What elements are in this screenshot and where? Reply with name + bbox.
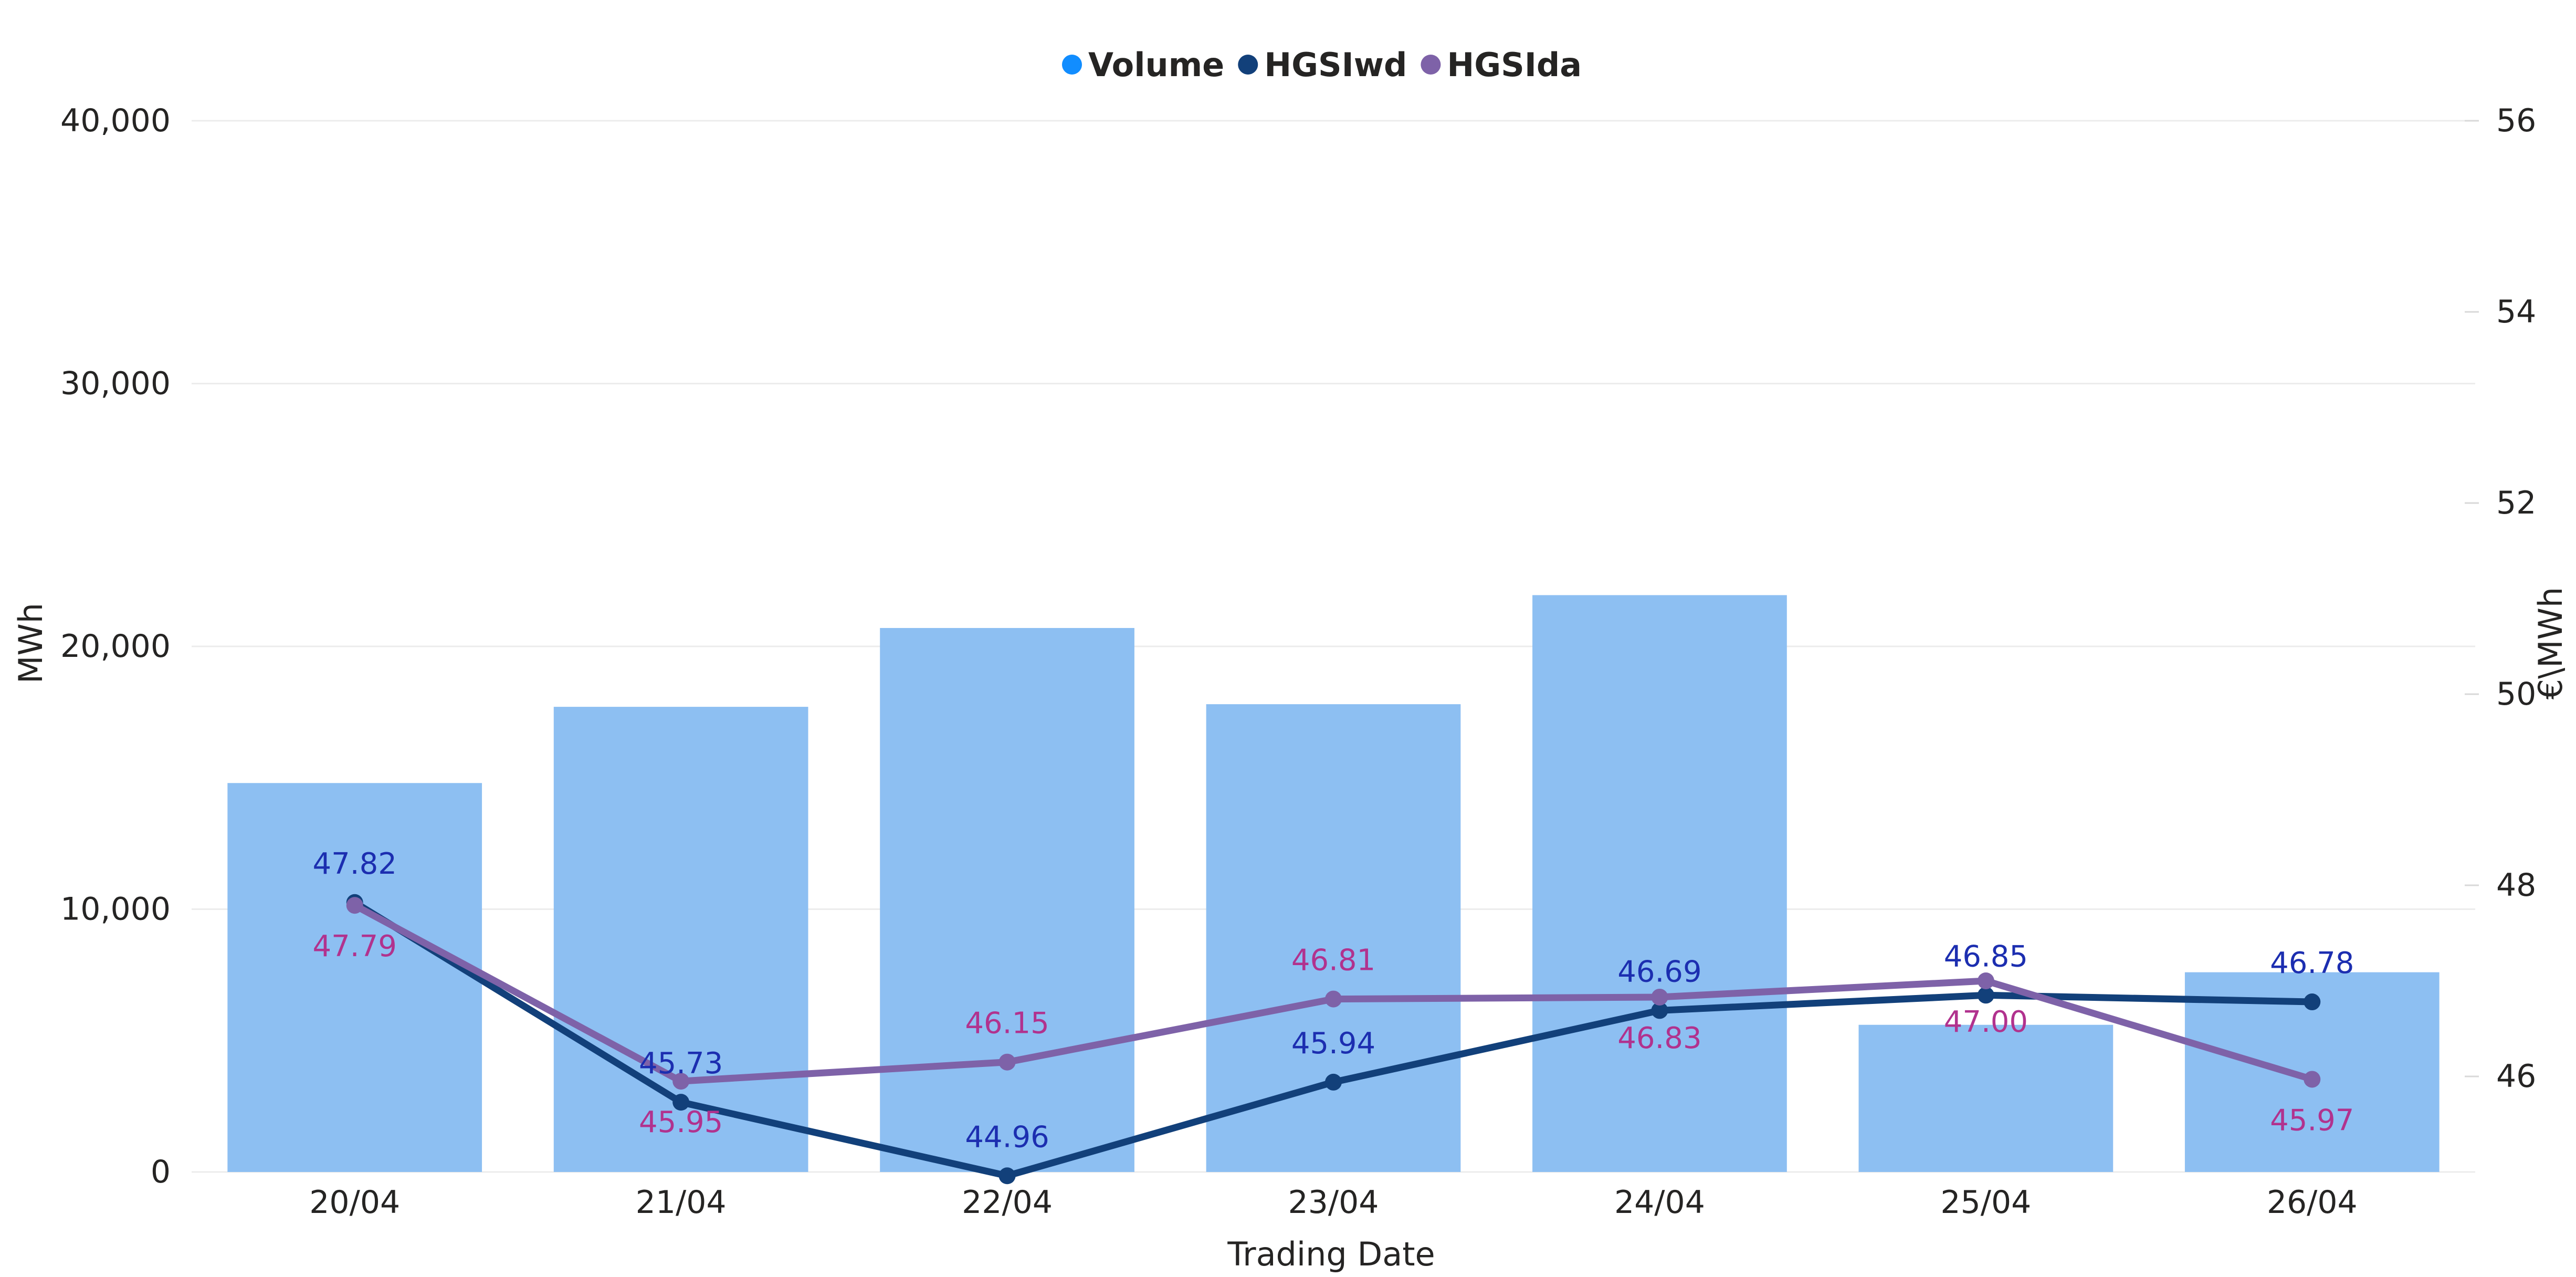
- hgsida-data-label: 46.83: [1617, 1021, 1701, 1055]
- hgsiwd-point: [1651, 1002, 1668, 1019]
- right-y-axis: 46 48 50 52 54 56: [2465, 102, 2536, 1095]
- hgsida-point: [1325, 990, 1342, 1008]
- left-tick-label: 40,000: [60, 102, 171, 139]
- x-tick-label: 20/04: [309, 1184, 400, 1221]
- left-tick-label: 10,000: [60, 891, 171, 928]
- x-tick-label: 25/04: [1940, 1184, 2031, 1221]
- hgsida-point: [1977, 972, 1994, 989]
- hgsiwd-data-label: 45.73: [639, 1046, 723, 1081]
- volume-bar: [1532, 595, 1787, 1172]
- hgsiwd-point: [1325, 1073, 1342, 1091]
- x-tick-label: 21/04: [636, 1184, 727, 1221]
- right-tick-label: 46: [2496, 1058, 2536, 1095]
- legend-marker-hgsida: [1421, 55, 1441, 75]
- left-tick-label: 30,000: [60, 365, 171, 402]
- volume-bar: [880, 627, 1134, 1172]
- left-y-axis-title: MWh: [12, 603, 50, 684]
- volume-bar: [1206, 704, 1461, 1172]
- x-tick-label: 26/04: [2267, 1184, 2358, 1221]
- right-y-axis-title: €\MWh: [2531, 587, 2570, 699]
- hgsiwd-point: [2304, 993, 2321, 1011]
- legend: Volume HGSIwd HGSIda: [1062, 46, 1582, 84]
- hgsida-data-label: 47.79: [313, 929, 397, 964]
- hgsida-point: [346, 897, 363, 914]
- hgsida-data-label: 45.95: [639, 1105, 723, 1139]
- hgsiwd-data-label: 44.96: [965, 1120, 1049, 1154]
- left-tick-label: 0: [151, 1154, 171, 1190]
- hgsiwd-data-label: 45.94: [1291, 1027, 1375, 1061]
- hgsida-point: [672, 1073, 690, 1090]
- right-tick-label: 52: [2496, 485, 2536, 521]
- hgsida-data-label: 47.00: [1944, 1005, 2028, 1039]
- right-tick-label: 50: [2496, 676, 2536, 713]
- legend-label-volume: Volume: [1088, 46, 1224, 84]
- hgsiwd-data-label: 46.78: [2270, 946, 2354, 980]
- hgsida-data-label: 46.81: [1291, 944, 1375, 978]
- left-tick-label: 20,000: [60, 628, 171, 665]
- hgsiwd-data-label: 47.82: [313, 847, 397, 881]
- price-lines: 47.82 45.73 44.96 45.94 46.69 46.85 46.78 47.79…: [313, 847, 2354, 1185]
- hgsida-data-label: 45.97: [2270, 1103, 2354, 1137]
- hgsida-point: [1651, 988, 1668, 1006]
- hgsida-point: [2304, 1071, 2321, 1088]
- right-tick-label: 54: [2496, 294, 2536, 330]
- hgsiwd-point: [998, 1167, 1016, 1185]
- x-tick-label: 23/04: [1288, 1184, 1379, 1221]
- legend-marker-hgsiwd: [1238, 55, 1258, 75]
- hgsiwd-data-label: 46.69: [1617, 955, 1701, 989]
- hgsiwd-data-label: 46.85: [1944, 939, 2028, 974]
- hgsida-data-label: 46.15: [965, 1007, 1049, 1041]
- x-tick-label: 24/04: [1614, 1184, 1705, 1221]
- x-axis-title: Trading Date: [1227, 1235, 1435, 1273]
- hgsida-point: [998, 1053, 1016, 1071]
- hgsiwd-point: [1977, 987, 1994, 1004]
- right-tick-label: 56: [2496, 102, 2536, 139]
- right-tick-label: 48: [2496, 867, 2536, 904]
- legend-marker-volume: [1062, 55, 1082, 75]
- legend-label-hgsida: HGSIda: [1447, 46, 1582, 84]
- volume-bar: [227, 783, 482, 1172]
- x-axis: 20/04 21/04 22/04 23/04 24/04 25/04 26/04: [309, 1184, 2357, 1221]
- legend-label-hgsiwd: HGSIwd: [1264, 46, 1407, 84]
- x-tick-label: 22/04: [962, 1184, 1053, 1221]
- volume-bar: [1858, 1024, 2114, 1172]
- volume-bars: [227, 595, 2440, 1172]
- hgsiwd-point: [672, 1094, 690, 1111]
- left-y-axis: 0 10,000 20,000 30,000 40,000: [60, 102, 171, 1190]
